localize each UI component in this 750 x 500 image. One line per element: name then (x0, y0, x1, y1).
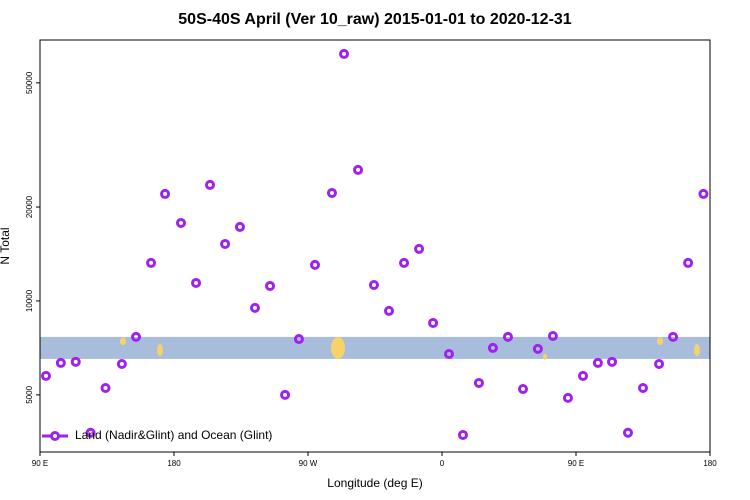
x-tick-label: 90 E (32, 459, 48, 468)
x-tick-label: 180 (167, 459, 181, 468)
land (657, 337, 663, 346)
point (517, 384, 528, 395)
plot-frame (39, 39, 711, 453)
chart-title: 50S-40S April (Ver 10_raw) 2015-01-01 to… (178, 11, 572, 28)
x-tick-label: 180 (703, 459, 717, 468)
point (414, 243, 425, 254)
point (577, 370, 588, 381)
x-tick-label: 90 W (299, 459, 318, 468)
point (622, 427, 633, 438)
point (100, 383, 111, 394)
point (698, 188, 709, 199)
point (205, 179, 216, 190)
land (694, 344, 700, 357)
point (443, 349, 454, 360)
point (309, 259, 320, 270)
band (40, 336, 710, 359)
point (191, 277, 202, 288)
point (547, 331, 558, 342)
y-tick-label: 50000 (25, 71, 34, 94)
y-tick-label: 5000 (25, 385, 34, 403)
legend-label: Land (Nadir&Glint) and Ocean (Glint) (75, 428, 272, 442)
point (70, 356, 81, 367)
point (654, 358, 665, 369)
point (428, 317, 439, 328)
y-tick-label: 10000 (25, 289, 34, 312)
point (234, 221, 245, 232)
point (562, 392, 573, 403)
point (293, 334, 304, 345)
point (146, 257, 157, 268)
land (543, 353, 547, 360)
legend-marker (50, 431, 60, 441)
point (473, 377, 484, 388)
x-tick-label: 0 (440, 459, 445, 468)
point (116, 358, 127, 369)
point (175, 217, 186, 228)
point (383, 305, 394, 316)
point (638, 383, 648, 394)
point (280, 389, 291, 400)
point (339, 48, 350, 59)
point (55, 357, 66, 368)
point (487, 342, 498, 353)
y-tick-label: 20000 (25, 195, 34, 218)
point (265, 280, 276, 291)
point (457, 429, 468, 440)
point (399, 257, 410, 268)
point (40, 370, 51, 381)
land (120, 337, 126, 346)
point (326, 187, 337, 198)
x-tick-label: 90 E (568, 459, 584, 468)
point (249, 302, 260, 313)
point (220, 238, 231, 249)
y-axis-label: N Total (0, 227, 12, 264)
point (683, 257, 694, 268)
point (368, 279, 379, 290)
point (160, 188, 171, 199)
land (331, 336, 345, 359)
point (85, 427, 96, 438)
land (157, 344, 163, 357)
point (532, 343, 543, 354)
point (592, 357, 603, 368)
point (131, 331, 142, 342)
point (607, 356, 618, 367)
point (668, 331, 679, 342)
x-axis-label: Longitude (deg E) (327, 476, 422, 490)
point (353, 164, 364, 175)
point (502, 331, 513, 342)
